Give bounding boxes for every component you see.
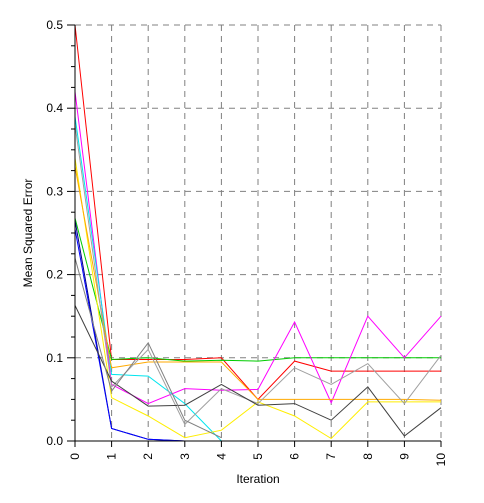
series-line-8 xyxy=(74,166,442,401)
x-tick-label: 9 xyxy=(397,453,411,460)
y-tick-label: 0.0 xyxy=(46,434,63,448)
y-tick-label: 0.1 xyxy=(46,351,63,365)
tick-labels: 0.0 0.1 0.2 0.3 0.4 0.5 0 1 2 3 4 5 6 7 8 9 10 xyxy=(46,18,448,466)
x-tick-label: 6 xyxy=(288,453,302,460)
series-line-7 xyxy=(74,158,441,440)
x-tick-label: 2 xyxy=(141,453,155,460)
x-tick-label: 1 xyxy=(105,453,119,460)
series-line-4 xyxy=(74,228,185,442)
series-line-11 xyxy=(74,257,222,439)
y-tick-label: 0.5 xyxy=(46,18,63,32)
x-tick-label: 0 xyxy=(68,453,82,460)
series-line-9 xyxy=(74,124,442,426)
x-tick-label: 10 xyxy=(434,453,448,467)
x-tick-label: 8 xyxy=(361,453,375,460)
grid xyxy=(75,24,442,441)
y-axis-title: Mean Squared Error xyxy=(21,179,35,288)
series-line-10 xyxy=(74,305,442,437)
axes xyxy=(67,24,442,447)
x-tick-label: 4 xyxy=(214,453,228,460)
y-tick-label: 0.2 xyxy=(46,268,63,282)
y-tick-label: 0.4 xyxy=(46,101,63,115)
y-tick-label: 0.3 xyxy=(46,184,63,198)
x-axis-title: Iteration xyxy=(236,472,279,486)
series-line-3 xyxy=(74,220,222,442)
x-tick-label: 7 xyxy=(324,453,338,460)
x-tick-label: 5 xyxy=(251,453,265,460)
x-tick-label: 3 xyxy=(178,453,192,460)
